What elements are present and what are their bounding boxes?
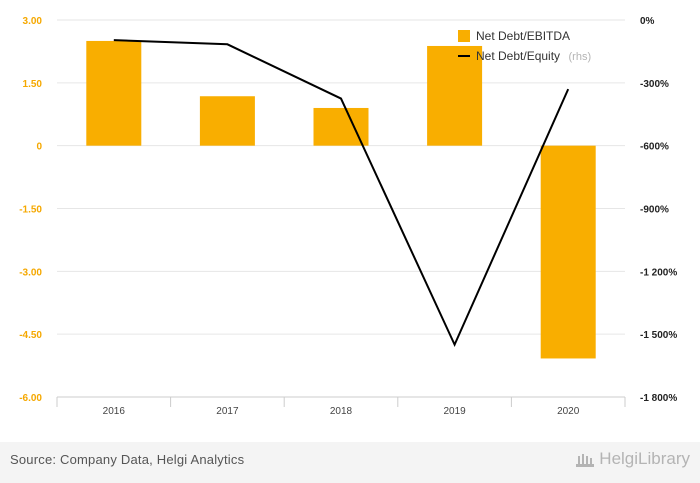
- bars: [86, 40, 596, 359]
- x-tick-label: 2018: [330, 406, 353, 417]
- left-tick-label: 1.50: [23, 79, 43, 90]
- bar-2016: [86, 40, 142, 146]
- left-tick-label: 0: [36, 142, 42, 153]
- right-tick-label: -1 200%: [640, 267, 677, 278]
- legend-label-line: Net Debt/Equity (rhs): [476, 47, 591, 64]
- axes: 3.00 1.50 0 -1.50 -3.00 -4.50 -6.00 0% -300% -600…: [19, 16, 677, 417]
- x-tick-label: 2016: [103, 406, 126, 417]
- legend-line-name: Net Debt/Equity: [476, 49, 560, 63]
- legend-label-bar: Net Debt/EBITDA: [476, 29, 570, 43]
- line-series: [113, 39, 570, 348]
- bar-2020: [540, 145, 596, 359]
- legend-swatch-bar: [458, 30, 470, 42]
- bar-2019: [427, 45, 483, 146]
- chart: 3.00 1.50 0 -1.50 -3.00 -4.50 -6.00 0% -300% -600…: [19, 16, 677, 417]
- left-tick-label: -3.00: [19, 267, 42, 278]
- left-tick-label: -1.50: [19, 205, 42, 216]
- bar-2017: [199, 96, 255, 146]
- net-debt-equity-line: [113, 39, 570, 348]
- left-tick-label: -6.00: [19, 393, 42, 404]
- x-tick-label: 2020: [557, 406, 580, 417]
- x-tick-label: 2017: [216, 406, 239, 417]
- x-tick-label: 2019: [443, 406, 466, 417]
- right-tick-label: -1 800%: [640, 393, 677, 404]
- right-tick-label: 0%: [640, 16, 655, 27]
- legend: Net Debt/EBITDA Net Debt/Equity (rhs): [458, 29, 591, 64]
- library-icon: [576, 454, 595, 467]
- source-note: Source: Company Data, Helgi Analytics: [10, 452, 245, 467]
- left-tick-label: -4.50: [19, 330, 42, 341]
- legend-line-suffix: (rhs): [569, 51, 592, 63]
- right-tick-label: -1 500%: [640, 330, 677, 341]
- brand-name: HelgiLibrary: [599, 449, 690, 468]
- right-tick-label: -900%: [640, 205, 669, 216]
- left-tick-label: 3.00: [23, 16, 43, 27]
- right-tick-label: -600%: [640, 142, 669, 153]
- gridlines: [57, 19, 625, 398]
- right-tick-label: -300%: [640, 79, 669, 90]
- brand-logo: HelgiLibrary: [575, 449, 690, 469]
